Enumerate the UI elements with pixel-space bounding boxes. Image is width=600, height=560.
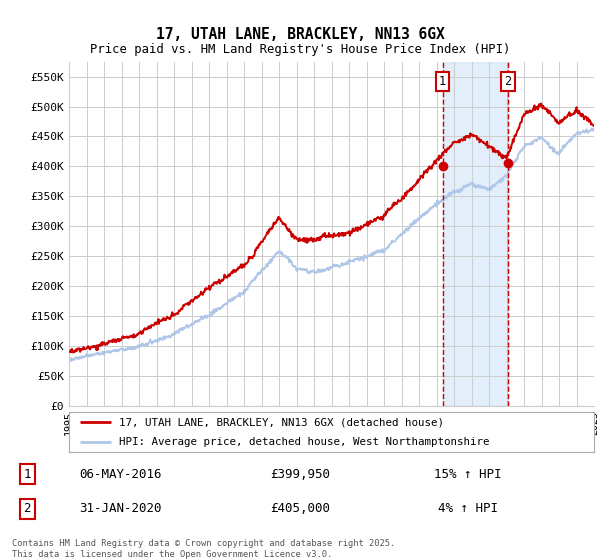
Text: 2: 2 [23,502,31,515]
Text: 2: 2 [505,75,511,88]
Text: 1: 1 [439,75,446,88]
Text: 15% ↑ HPI: 15% ↑ HPI [434,468,502,480]
Text: 1: 1 [23,468,31,480]
Text: £405,000: £405,000 [270,502,330,515]
Text: 17, UTAH LANE, BRACKLEY, NN13 6GX: 17, UTAH LANE, BRACKLEY, NN13 6GX [155,27,445,42]
Text: 31-JAN-2020: 31-JAN-2020 [79,502,161,515]
Text: HPI: Average price, detached house, West Northamptonshire: HPI: Average price, detached house, West… [119,437,490,447]
Text: £399,950: £399,950 [270,468,330,480]
Text: 4% ↑ HPI: 4% ↑ HPI [438,502,498,515]
Text: Contains HM Land Registry data © Crown copyright and database right 2025.
This d: Contains HM Land Registry data © Crown c… [12,539,395,559]
Text: Price paid vs. HM Land Registry's House Price Index (HPI): Price paid vs. HM Land Registry's House … [90,43,510,55]
Bar [443,62,508,406]
Text: 06-MAY-2016: 06-MAY-2016 [79,468,161,480]
Text: 17, UTAH LANE, BRACKLEY, NN13 6GX (detached house): 17, UTAH LANE, BRACKLEY, NN13 6GX (detac… [119,418,444,427]
